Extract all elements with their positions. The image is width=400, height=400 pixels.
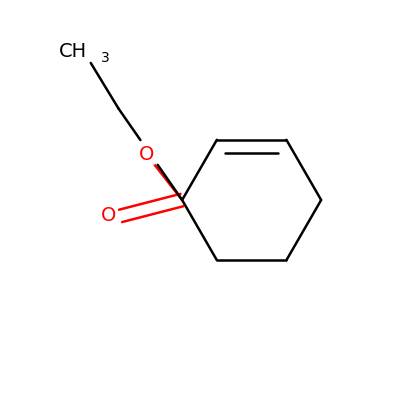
Text: O: O <box>139 145 154 164</box>
Text: CH: CH <box>59 42 87 61</box>
Text: O: O <box>100 206 116 225</box>
Text: 3: 3 <box>101 51 110 65</box>
